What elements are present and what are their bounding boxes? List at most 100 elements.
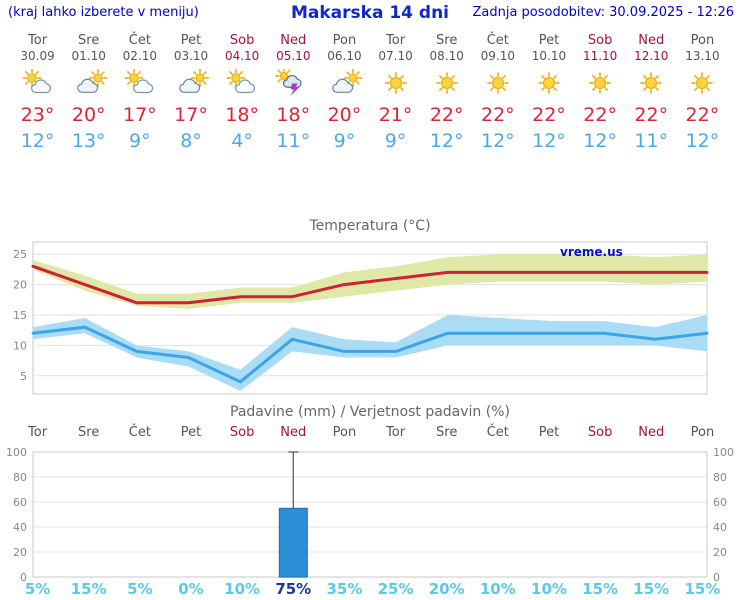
precip-day-label: Sre bbox=[436, 425, 458, 440]
day-column: Sob 04.10 18° 4° bbox=[217, 33, 268, 153]
day-date: 04.10 bbox=[224, 49, 260, 63]
day-name: Čet bbox=[128, 33, 151, 48]
temp-max-value: 23° bbox=[20, 104, 55, 126]
precipitation-chart: 0 0 20 20 40 40 60 60 80 80 100 100 bbox=[6, 446, 734, 584]
precip-day-label: Sob bbox=[587, 425, 613, 440]
day-column: Sob 11.10 22° 12° bbox=[575, 33, 626, 153]
temp-max-value: 22° bbox=[480, 104, 515, 126]
precip-probability-value: 10% bbox=[531, 580, 567, 598]
day-name: Pon bbox=[332, 33, 357, 48]
day-name: Ned bbox=[280, 33, 307, 48]
precip-day-labels-row: Tor Sre Čet Pet Sob Ned Pon Tor Sre Čet Pet Sob Ned P… bbox=[12, 425, 728, 440]
day-name: Tor bbox=[28, 33, 48, 48]
temp-min-value: 11° bbox=[634, 130, 669, 152]
temp-min-value: 13° bbox=[71, 130, 106, 152]
precip-day-label: Sre bbox=[78, 425, 100, 440]
precip-day-label: Sob bbox=[229, 425, 255, 440]
day-column: Sre 01.10 20° 13° bbox=[63, 33, 114, 153]
temp-min-value: 11° bbox=[276, 130, 311, 152]
day-name: Ned bbox=[638, 33, 665, 48]
precip-probability-value: 10% bbox=[224, 580, 261, 598]
precip-day-label: Tor bbox=[386, 425, 406, 440]
forecast-days-row: Tor 30.09 23° 12° Sre 01.10 20° 13° Čet … bbox=[12, 33, 728, 153]
precip-day-label: Pon bbox=[690, 425, 715, 440]
precip-y-label-right: 40 bbox=[713, 521, 727, 534]
precip-plot-frame bbox=[32, 451, 708, 578]
temp-min-value: 9° bbox=[333, 130, 356, 152]
temp-max-value: 22° bbox=[634, 104, 669, 126]
precip-probability-value: 0% bbox=[178, 580, 204, 598]
day-date: 06.10 bbox=[327, 49, 362, 63]
precip-y-label-left: 100 bbox=[6, 446, 27, 459]
day-column: Pet 03.10 17° 8° bbox=[165, 33, 216, 153]
day-column: Sre 08.10 22° 12° bbox=[421, 33, 472, 153]
precip-probability-value: 35% bbox=[326, 580, 363, 598]
temp-y-axis-label: 25 bbox=[13, 248, 27, 261]
day-column: Pon 06.10 20° 9° bbox=[319, 33, 370, 153]
precip-y-label-left: 80 bbox=[13, 471, 27, 484]
menu-hint-text: (kraj lahko izberete v meniju) bbox=[8, 5, 199, 20]
temp-max-value: 18° bbox=[276, 104, 311, 126]
day-column: Ned 12.10 22° 11° bbox=[626, 33, 677, 153]
precip-day-label: Ned bbox=[638, 425, 665, 440]
temp-max-value: 21° bbox=[378, 104, 413, 126]
temp-max-value: 22° bbox=[532, 104, 566, 126]
precip-day-label: Pon bbox=[332, 425, 357, 440]
min-temperature-line bbox=[31, 325, 709, 384]
sunny-icon bbox=[472, 69, 523, 99]
temp-max-value: 17° bbox=[174, 104, 208, 126]
day-column: Pet 10.10 22° 12° bbox=[523, 33, 574, 153]
watermark-text: vreme.us bbox=[560, 245, 623, 259]
precip-probability-value: 75% bbox=[275, 580, 312, 598]
partly-sunny-icon bbox=[114, 68, 165, 99]
temp-min-value: 4° bbox=[231, 130, 253, 152]
precip-y-label-left: 0 bbox=[20, 571, 27, 584]
temp-max-value: 20° bbox=[327, 104, 362, 126]
sunny-icon bbox=[523, 69, 574, 99]
precip-probability-value: 5% bbox=[24, 580, 51, 598]
day-date: 01.10 bbox=[71, 49, 106, 63]
day-date: 09.10 bbox=[480, 49, 516, 63]
temperature-chart: 5 10 15 20 25 vreme.us bbox=[13, 241, 709, 395]
temp-max-value: 17° bbox=[123, 104, 157, 126]
precip-probability-row: 5% 15% 5% 0% 10% 75% 35% 25% 20% 10% 10% 15% 15% 15% bbox=[12, 580, 728, 598]
sunny-icon bbox=[626, 69, 677, 99]
day-date: 12.10 bbox=[634, 49, 669, 63]
temp-y-axis-label: 5 bbox=[20, 370, 27, 383]
precip-probability-value: 15% bbox=[582, 580, 619, 598]
temp-min-value: 12° bbox=[685, 130, 720, 152]
day-date: 07.10 bbox=[378, 49, 413, 63]
precip-y-label-right: 0 bbox=[713, 571, 720, 584]
day-date: 05.10 bbox=[276, 49, 311, 63]
precip-y-label-left: 20 bbox=[13, 546, 27, 559]
precip-day-label: Čet bbox=[486, 425, 509, 440]
temp-y-axis-label: 10 bbox=[13, 339, 27, 352]
precip-day-label: Tor bbox=[28, 425, 48, 440]
precip-day-label: Pet bbox=[538, 425, 560, 440]
day-column: Tor 07.10 21° 9° bbox=[370, 33, 421, 153]
last-update-text: Zadnja posodobitev: 30.09.2025 - 12:26 bbox=[472, 5, 734, 20]
precip-y-label-right: 60 bbox=[713, 496, 727, 509]
sunny-icon bbox=[575, 69, 626, 99]
temp-min-value: 12° bbox=[429, 130, 464, 152]
day-name: Pon bbox=[690, 33, 715, 48]
sunny-icon bbox=[677, 69, 728, 99]
precipitation-chart-title: Padavine (mm) / Verjetnost padavin (%) bbox=[230, 404, 510, 420]
temp-min-value: 9° bbox=[384, 130, 407, 152]
mostly-cloudy-icon bbox=[319, 68, 370, 99]
temp-min-value: 12° bbox=[20, 130, 55, 152]
day-name: Pet bbox=[180, 33, 202, 48]
day-column: Tor 30.09 23° 12° bbox=[12, 33, 63, 153]
precip-day-label: Ned bbox=[280, 425, 307, 440]
temp-y-axis-label: 15 bbox=[13, 309, 27, 322]
day-date: 10.10 bbox=[531, 49, 567, 63]
temp-max-value: 20° bbox=[71, 104, 106, 126]
precip-y-label-left: 40 bbox=[13, 521, 27, 534]
partly-sunny-icon bbox=[12, 68, 63, 99]
partly-sunny-icon bbox=[217, 68, 268, 99]
day-column: Čet 09.10 22° 12° bbox=[472, 33, 523, 153]
temp-min-value: 12° bbox=[532, 130, 566, 152]
precip-probability-value: 15% bbox=[684, 580, 721, 598]
mostly-cloudy-icon bbox=[165, 68, 216, 99]
precip-y-label-right: 20 bbox=[713, 546, 727, 559]
